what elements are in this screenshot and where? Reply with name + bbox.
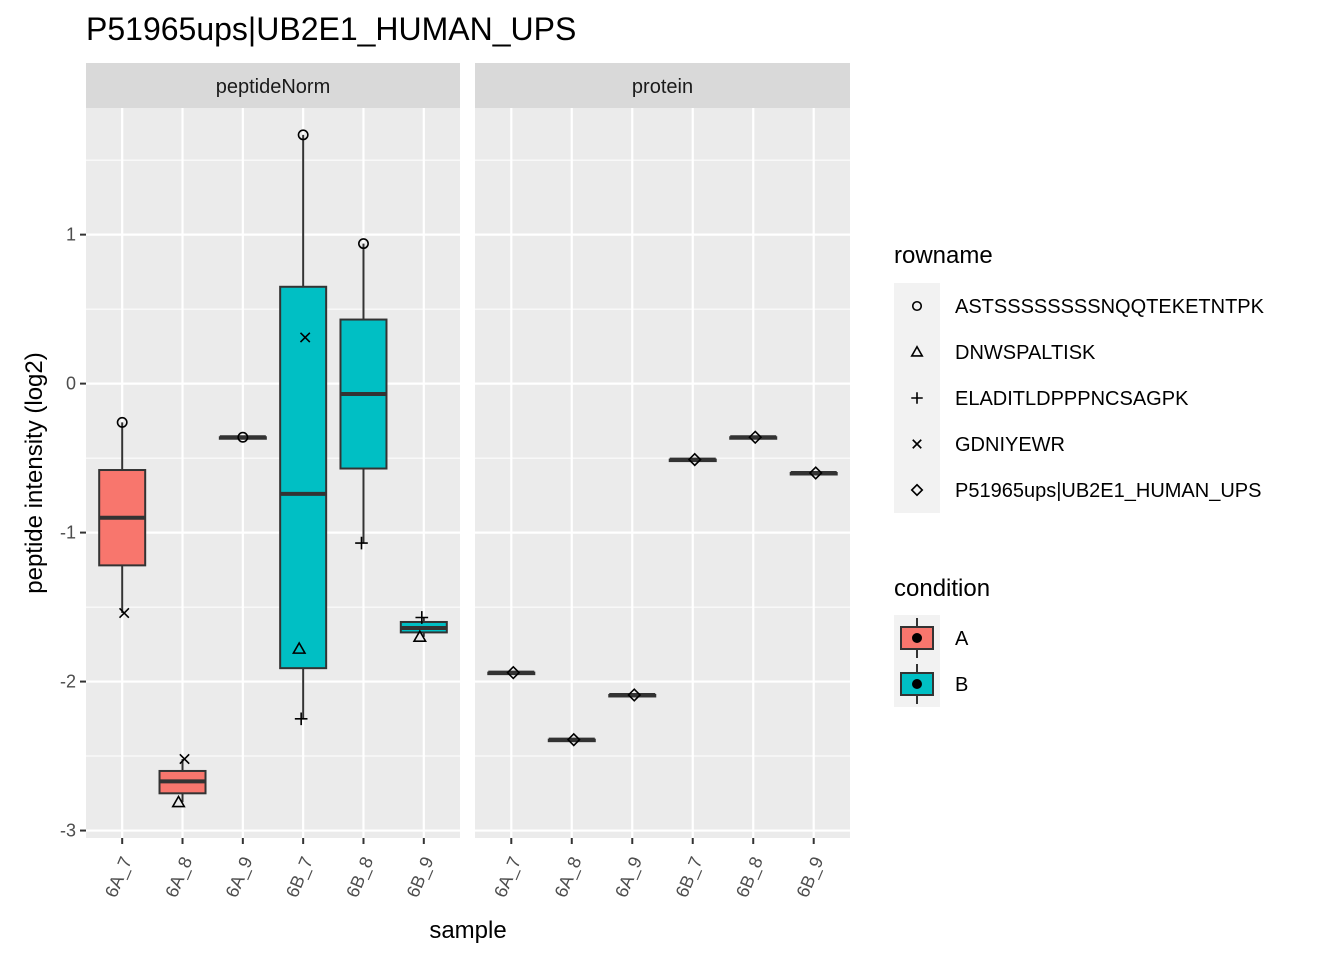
box-protein-6A_8	[547, 737, 596, 743]
box-peptideNorm-6B_7	[279, 134, 328, 719]
point-diamond	[808, 466, 823, 480]
x-tick-label: 6B_9	[793, 854, 829, 901]
point-cross	[299, 332, 311, 343]
x-tick-label: 6B_7	[672, 854, 708, 901]
point-diamond	[748, 430, 763, 445]
point-plus	[415, 611, 429, 624]
legend-label: GDNIYEWR	[955, 434, 1065, 456]
y-tick-label: -1	[60, 523, 76, 543]
strip-peptideNorm	[86, 63, 460, 108]
panel-background	[86, 108, 460, 838]
point-circle	[116, 416, 128, 428]
strip-protein	[475, 63, 850, 108]
box-protein-6B_8	[729, 435, 778, 440]
y-axis-title: peptide intensity (log2)	[21, 352, 48, 593]
box-rect	[279, 285, 328, 670]
y-tick-label: 0	[66, 374, 76, 394]
legend-item-B: B	[894, 661, 968, 707]
x-tick-label: 6B_8	[732, 854, 768, 901]
legend-key-triangle-icon	[910, 345, 924, 357]
legend-key-dot	[912, 633, 922, 643]
point-diamond	[627, 688, 642, 702]
legend-label: ASTSSSSSSSSNQQTEKETNTPK	[955, 296, 1265, 318]
legend-rowname: rowname ASTSSSSSSSSNQQTEKETNTPK DNWSPALTIS…	[894, 242, 1265, 513]
legend-key-plus-icon	[911, 392, 923, 404]
legend-item-plus: ELADITLDPPPNCSAGPK	[911, 388, 1189, 410]
legend-condition: condition A B	[894, 575, 990, 707]
panel-protein: protein 6A_7 6A_8 6A_9 6B_7 6B_8 6B_9	[475, 63, 850, 901]
box-peptideNorm-6A_7	[98, 422, 147, 614]
point-plus	[355, 536, 368, 550]
legend-key-circle-icon	[911, 300, 923, 312]
point-cross	[118, 607, 130, 619]
legend-key-cross-icon	[912, 439, 922, 449]
legend-layer: rowname ASTSSSSSSSSNQQTEKETNTPK DNWSPALTIS…	[894, 242, 1265, 707]
x-tick-label: 6B_8	[342, 854, 378, 901]
legend-item-diamond: P51965ups|UB2E1_HUMAN_UPS	[910, 480, 1261, 502]
legend-item-cross: GDNIYEWR	[912, 434, 1065, 456]
panels-layer: peptideNorm 6A_7 6A_8 6A_9 6B_7 6B_8 6B_9 1 0 -1 -…	[60, 63, 850, 901]
x-tick-label: 6A_9	[611, 854, 647, 901]
legend-key-dot	[912, 679, 922, 689]
point-diamond	[506, 665, 521, 680]
point-plus	[294, 712, 308, 726]
y-tick-label: 1	[66, 225, 76, 245]
point-triangle	[292, 641, 307, 654]
x-tick-label: 6A_7	[490, 854, 526, 901]
box-peptideNorm-6B_9	[399, 617, 448, 637]
legend-label: P51965ups|UB2E1_HUMAN_UPS	[955, 480, 1261, 502]
y-tick-label: -3	[60, 821, 76, 841]
panel-background	[475, 108, 850, 838]
box-protein-6A_9	[608, 692, 657, 698]
point-circle	[358, 238, 369, 250]
y-tick-label: -2	[60, 672, 76, 692]
x-axis-title: sample	[429, 917, 506, 944]
legend-title-rowname: rowname	[894, 242, 993, 269]
point-triangle	[412, 629, 427, 643]
box-peptideNorm-6A_8	[158, 759, 207, 803]
box-peptideNorm-6A_9	[218, 435, 267, 440]
strip-label-peptideNorm: peptideNorm	[216, 76, 331, 98]
x-tick-label: 6B_7	[282, 854, 318, 901]
point-circle	[237, 431, 249, 443]
point-cross	[179, 753, 190, 765]
legend-item-triangle: DNWSPALTISK	[910, 342, 1096, 364]
x-tick-label: 6A_9	[222, 854, 258, 901]
legend-label: B	[955, 674, 968, 696]
legend-label: A	[955, 628, 969, 650]
legend-label: DNWSPALTISK	[955, 342, 1096, 364]
legend-title-condition: condition	[894, 575, 990, 602]
legend-item-circle: ASTSSSSSSSSNQQTEKETNTPK	[911, 296, 1265, 318]
point-diamond	[566, 732, 581, 747]
box-protein-6B_9	[789, 471, 838, 476]
box-protein-6B_7	[668, 457, 717, 463]
point-diamond	[687, 452, 702, 467]
point-circle	[297, 129, 309, 141]
legend-label: ELADITLDPPPNCSAGPK	[955, 388, 1189, 410]
chart-title: P51965ups|UB2E1_HUMAN_UPS	[86, 11, 576, 47]
x-tick-label: 6B_9	[403, 854, 439, 901]
x-tick-label: 6A_8	[161, 854, 197, 901]
box-protein-6A_7	[487, 670, 536, 676]
point-triangle	[171, 794, 186, 808]
box-peptideNorm-6B_8	[339, 243, 388, 544]
strip-label-protein: protein	[632, 76, 693, 98]
x-tick-label: 6A_8	[551, 854, 587, 901]
x-tick-label: 6A_7	[101, 854, 137, 901]
legend-item-A: A	[894, 615, 969, 661]
panel-peptideNorm: peptideNorm 6A_7 6A_8 6A_9 6B_7 6B_8 6B_9 1 0 -1 -…	[60, 63, 460, 901]
legend-key-diamond-icon	[910, 483, 924, 497]
